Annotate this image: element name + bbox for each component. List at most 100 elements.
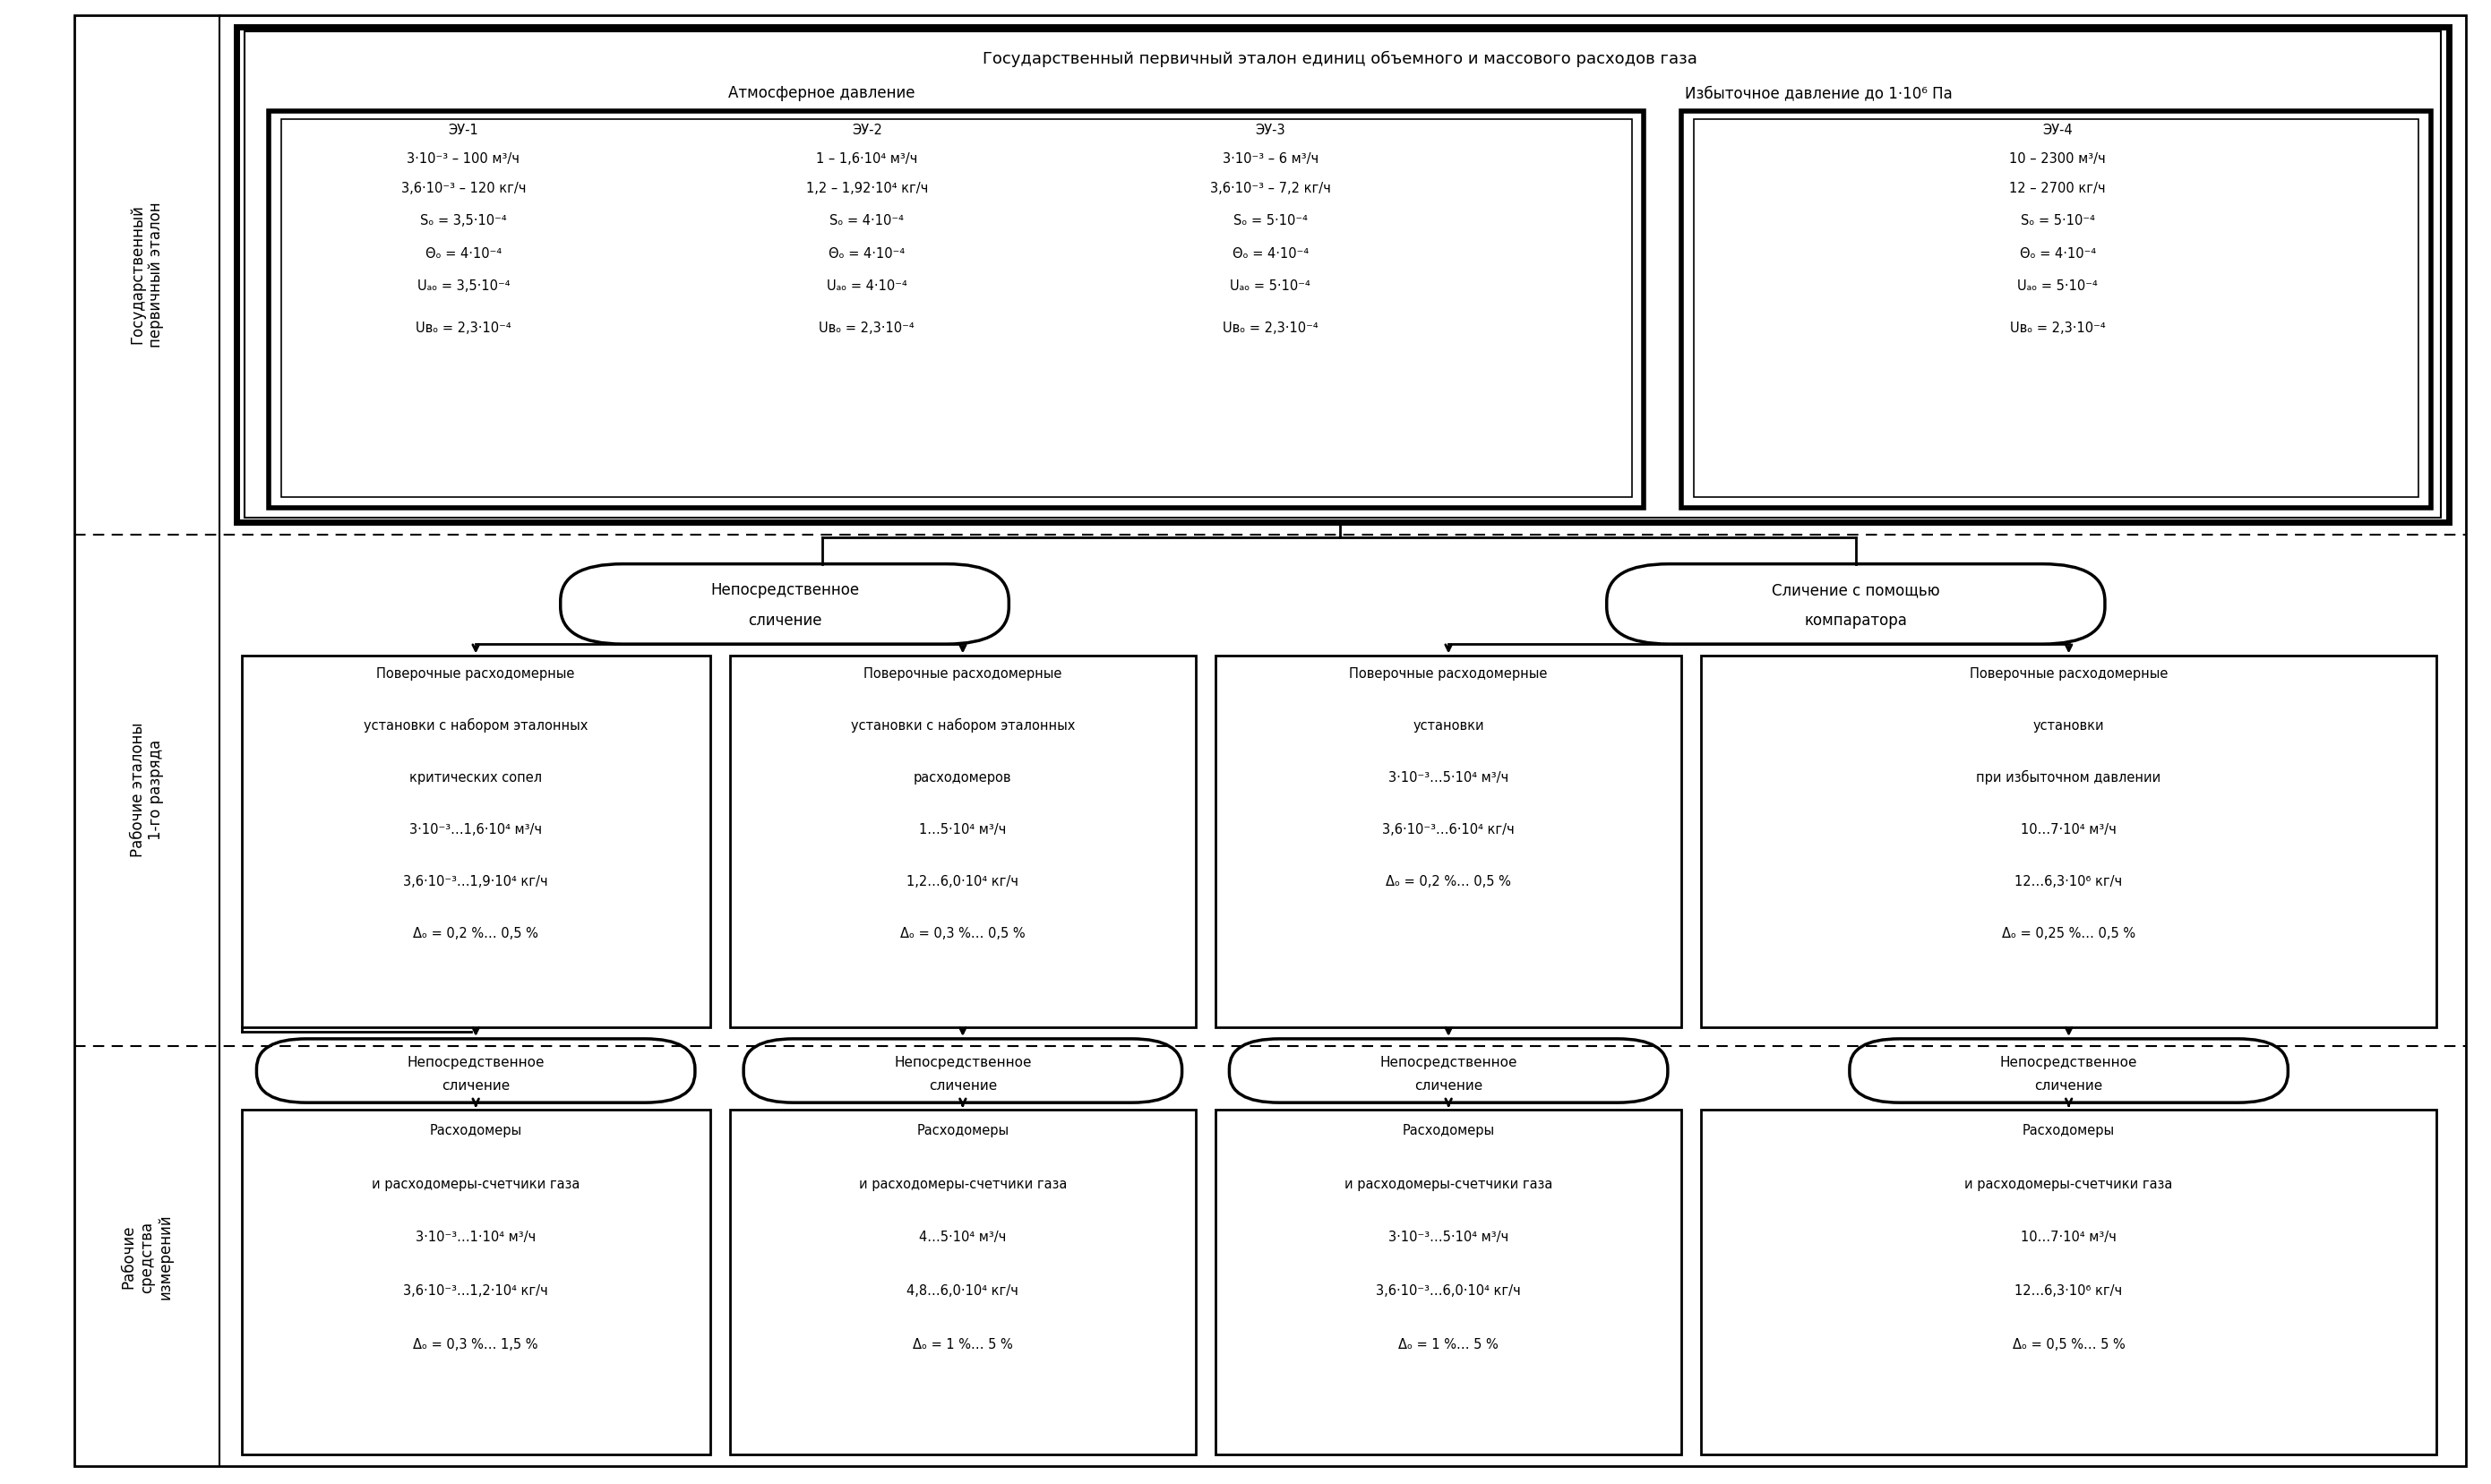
Text: Непосредственное: Непосредственное [2000, 1055, 2137, 1070]
Text: критических сопел: критических сопел [409, 770, 543, 785]
Text: Θₒ = 4·10⁻⁴: Θₒ = 4·10⁻⁴ [2020, 246, 2095, 261]
Text: 3,6·10⁻³…6,0·10⁴ кг/ч: 3,6·10⁻³…6,0·10⁴ кг/ч [1375, 1284, 1522, 1298]
Text: сличение: сличение [747, 613, 822, 628]
Text: 10…7·10⁴ м³/ч: 10…7·10⁴ м³/ч [2020, 822, 2117, 837]
Text: Поверочные расходомерные: Поверочные расходомерные [864, 666, 1061, 681]
Text: установки: установки [1412, 718, 1485, 733]
Text: и расходомеры-счетчики газа: и расходомеры-счетчики газа [1965, 1177, 2172, 1192]
Text: Uₐₒ = 5·10⁻⁴: Uₐₒ = 5·10⁻⁴ [1231, 279, 1310, 294]
Text: Uвₒ = 2,3·10⁻⁴: Uвₒ = 2,3·10⁻⁴ [2010, 321, 2105, 335]
Text: 1,2…6,0·10⁴ кг/ч: 1,2…6,0·10⁴ кг/ч [907, 874, 1019, 889]
Text: 4,8…6,0·10⁴ кг/ч: 4,8…6,0·10⁴ кг/ч [907, 1284, 1019, 1298]
Text: Государственный первичный эталон единиц объемного и массового расходов газа: Государственный первичный эталон единиц … [984, 50, 1696, 68]
Text: 3·10⁻³…5·10⁴ м³/ч: 3·10⁻³…5·10⁴ м³/ч [1387, 770, 1510, 785]
FancyBboxPatch shape [75, 15, 2466, 1466]
FancyBboxPatch shape [1681, 111, 2431, 508]
Text: 3,6·10⁻³…1,9·10⁴ кг/ч: 3,6·10⁻³…1,9·10⁴ кг/ч [404, 874, 548, 889]
FancyBboxPatch shape [1694, 119, 2419, 497]
FancyBboxPatch shape [1701, 656, 2436, 1027]
FancyBboxPatch shape [560, 564, 1009, 644]
FancyBboxPatch shape [742, 1039, 1181, 1103]
Text: Поверочные расходомерные: Поверочные расходомерные [1350, 666, 1547, 681]
Text: Сличение с помощью: Сличение с помощью [1771, 583, 1940, 598]
Text: Uₐₒ = 4·10⁻⁴: Uₐₒ = 4·10⁻⁴ [827, 279, 907, 294]
Text: 3·10⁻³…1·10⁴ м³/ч: 3·10⁻³…1·10⁴ м³/ч [416, 1230, 536, 1245]
Text: Расходомеры: Расходомеры [1402, 1123, 1495, 1138]
Text: Sₒ = 5·10⁻⁴: Sₒ = 5·10⁻⁴ [1233, 214, 1308, 229]
Text: 4…5·10⁴ м³/ч: 4…5·10⁴ м³/ч [919, 1230, 1006, 1245]
Text: 12 – 2700 кг/ч: 12 – 2700 кг/ч [2010, 181, 2105, 196]
Text: Sₒ = 4·10⁻⁴: Sₒ = 4·10⁻⁴ [830, 214, 904, 229]
FancyBboxPatch shape [269, 111, 1644, 508]
FancyBboxPatch shape [281, 119, 1632, 497]
Text: 3,6·10⁻³…1,2·10⁴ кг/ч: 3,6·10⁻³…1,2·10⁴ кг/ч [404, 1284, 548, 1298]
Text: Θₒ = 4·10⁻⁴: Θₒ = 4·10⁻⁴ [1233, 246, 1308, 261]
Text: Uₐₒ = 3,5·10⁻⁴: Uₐₒ = 3,5·10⁻⁴ [416, 279, 511, 294]
FancyBboxPatch shape [237, 27, 2449, 522]
Text: Государственный
первичный эталон: Государственный первичный эталон [130, 202, 164, 347]
Text: Sₒ = 5·10⁻⁴: Sₒ = 5·10⁻⁴ [2020, 214, 2095, 229]
Text: 12…6,3·10⁶ кг/ч: 12…6,3·10⁶ кг/ч [2015, 1284, 2122, 1298]
Text: Uвₒ = 2,3·10⁻⁴: Uвₒ = 2,3·10⁻⁴ [820, 321, 914, 335]
Text: 3·10⁻³ – 100 м³/ч: 3·10⁻³ – 100 м³/ч [406, 151, 521, 166]
Text: Избыточное давление до 1·10⁶ Па: Избыточное давление до 1·10⁶ Па [1684, 86, 1953, 101]
Text: компаратора: компаратора [1803, 613, 1908, 628]
FancyBboxPatch shape [257, 1039, 695, 1103]
FancyBboxPatch shape [1231, 1039, 1669, 1103]
Text: Δₒ = 0,2 %… 0,5 %: Δₒ = 0,2 %… 0,5 % [1385, 874, 1512, 889]
Text: Δₒ = 0,3 %… 0,5 %: Δₒ = 0,3 %… 0,5 % [899, 926, 1026, 941]
Text: Непосредственное: Непосредственное [1380, 1055, 1517, 1070]
Text: Расходомеры: Расходомеры [428, 1123, 523, 1138]
Text: Рабочие
средства
измерений: Рабочие средства измерений [120, 1214, 174, 1300]
FancyBboxPatch shape [730, 1110, 1196, 1454]
Text: Δₒ = 0,25 %… 0,5 %: Δₒ = 0,25 %… 0,5 % [2003, 926, 2135, 941]
FancyBboxPatch shape [1216, 656, 1681, 1027]
Text: 3·10⁻³…5·10⁴ м³/ч: 3·10⁻³…5·10⁴ м³/ч [1387, 1230, 1510, 1245]
Text: расходомеров: расходомеров [914, 770, 1011, 785]
FancyBboxPatch shape [242, 656, 710, 1027]
Text: ЭУ-1: ЭУ-1 [448, 123, 478, 138]
Text: 3,6·10⁻³ – 7,2 кг/ч: 3,6·10⁻³ – 7,2 кг/ч [1211, 181, 1330, 196]
Text: 10 – 2300 м³/ч: 10 – 2300 м³/ч [2010, 151, 2105, 166]
Text: Θₒ = 4·10⁻⁴: Θₒ = 4·10⁻⁴ [830, 246, 904, 261]
FancyBboxPatch shape [1848, 1039, 2287, 1103]
Text: и расходомеры-счетчики газа: и расходомеры-счетчики газа [859, 1177, 1066, 1192]
Text: Θₒ = 4·10⁻⁴: Θₒ = 4·10⁻⁴ [426, 246, 501, 261]
Text: 1…5·10⁴ м³/ч: 1…5·10⁴ м³/ч [919, 822, 1006, 837]
Text: Непосредственное: Непосредственное [406, 1055, 546, 1070]
Text: 1,2 – 1,92·10⁴ кг/ч: 1,2 – 1,92·10⁴ кг/ч [805, 181, 929, 196]
Text: ЭУ-3: ЭУ-3 [1255, 123, 1285, 138]
Text: и расходомеры-счетчики газа: и расходомеры-счетчики газа [371, 1177, 580, 1192]
Text: Непосредственное: Непосредственное [710, 583, 859, 598]
Text: установки с набором эталонных: установки с набором эталонных [849, 718, 1076, 733]
Text: 1 – 1,6·10⁴ м³/ч: 1 – 1,6·10⁴ м³/ч [817, 151, 917, 166]
Text: Рабочие эталоны
1-го разряда: Рабочие эталоны 1-го разряда [130, 723, 164, 856]
Text: 3·10⁻³ – 6 м³/ч: 3·10⁻³ – 6 м³/ч [1223, 151, 1318, 166]
Text: 3,6·10⁻³ – 120 кг/ч: 3,6·10⁻³ – 120 кг/ч [401, 181, 526, 196]
Text: Расходомеры: Расходомеры [917, 1123, 1009, 1138]
Text: сличение: сличение [441, 1079, 511, 1094]
Text: и расходомеры-счетчики газа: и расходомеры-счетчики газа [1345, 1177, 1552, 1192]
Text: 10…7·10⁴ м³/ч: 10…7·10⁴ м³/ч [2020, 1230, 2117, 1245]
Text: установки с набором эталонных: установки с набором эталонных [364, 718, 588, 733]
Text: 12…6,3·10⁶ кг/ч: 12…6,3·10⁶ кг/ч [2015, 874, 2122, 889]
Text: сличение: сличение [929, 1079, 996, 1094]
Text: сличение: сличение [1415, 1079, 1482, 1094]
Text: Поверочные расходомерные: Поверочные расходомерные [1970, 666, 2167, 681]
FancyBboxPatch shape [244, 31, 2441, 518]
Text: Δₒ = 0,2 %… 0,5 %: Δₒ = 0,2 %… 0,5 % [414, 926, 538, 941]
Text: Uвₒ = 2,3·10⁻⁴: Uвₒ = 2,3·10⁻⁴ [416, 321, 511, 335]
FancyBboxPatch shape [730, 656, 1196, 1027]
Text: Uₐₒ = 5·10⁻⁴: Uₐₒ = 5·10⁻⁴ [2018, 279, 2097, 294]
FancyBboxPatch shape [1607, 564, 2105, 644]
Text: 3·10⁻³…1,6·10⁴ м³/ч: 3·10⁻³…1,6·10⁴ м³/ч [409, 822, 543, 837]
FancyBboxPatch shape [242, 1110, 710, 1454]
Text: Непосредственное: Непосредственное [894, 1055, 1031, 1070]
Text: ЭУ-4: ЭУ-4 [2043, 123, 2073, 138]
Text: сличение: сличение [2035, 1079, 2102, 1094]
Text: 3,6·10⁻³…6·10⁴ кг/ч: 3,6·10⁻³…6·10⁴ кг/ч [1383, 822, 1515, 837]
Text: Uвₒ = 2,3·10⁻⁴: Uвₒ = 2,3·10⁻⁴ [1223, 321, 1318, 335]
FancyBboxPatch shape [1701, 1110, 2436, 1454]
Text: Поверочные расходомерные: Поверочные расходомерные [376, 666, 575, 681]
Text: ЭУ-2: ЭУ-2 [852, 123, 882, 138]
